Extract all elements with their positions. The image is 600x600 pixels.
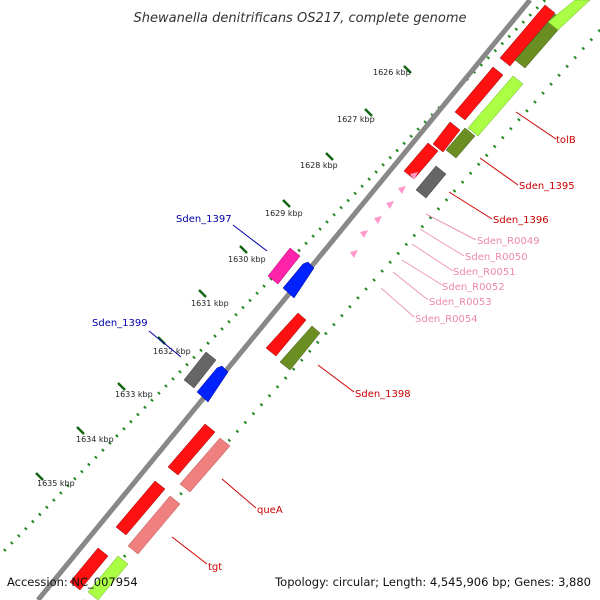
tick-labels: 1626 kbp 1627 kbp 1628 kbp 1629 kbp 1630…	[37, 68, 411, 488]
trna-sden-r0054	[410, 172, 418, 180]
feature-sden-1396	[415, 165, 447, 199]
major-tick-marks	[35, 65, 412, 481]
leader-sden-r0049	[425, 213, 477, 241]
leader-sden-1396	[448, 191, 493, 220]
tick-label-1630: 1630 kbp	[228, 255, 266, 264]
trna-sden-r0053	[350, 250, 358, 258]
tick-label-1631: 1631 kbp	[191, 299, 229, 308]
leader-sden-r0051	[411, 243, 454, 272]
feature-sden-1398-olive	[279, 325, 321, 371]
trna-sden-r0050	[386, 201, 394, 209]
forward-features	[69, 4, 556, 591]
feature-olive-1395	[445, 127, 476, 159]
feature-forward-top-3	[432, 121, 461, 153]
feature-forward-bottom	[69, 547, 109, 591]
tick-label-1632: 1632 kbp	[153, 347, 191, 356]
reverse-features	[87, 0, 591, 600]
feature-lime-tolb	[467, 75, 524, 137]
label-sden-r0050: Sden_R0050	[465, 252, 528, 263]
feature-sden-1397	[267, 247, 301, 285]
feature-lime-bottom	[87, 555, 129, 600]
label-sden-1395: Sden_1395	[519, 181, 575, 192]
tick-label-1634: 1634 kbp	[76, 435, 114, 444]
label-sden-r0054: Sden_R0054	[415, 314, 478, 325]
leader-tgt	[171, 536, 208, 565]
leader-sden-1399	[148, 330, 182, 358]
label-sden-1398: Sden_1398	[355, 389, 411, 400]
label-quea: queA	[257, 505, 283, 516]
feature-lime-top-1	[547, 0, 591, 31]
trna-sden-r0049	[398, 186, 406, 194]
feature-tgt-forward	[115, 480, 166, 536]
feature-forward-top-2	[454, 66, 504, 121]
leader-sden-1398	[317, 364, 355, 393]
label-sden-1396: Sden_1396	[493, 215, 549, 226]
trna-sden-r0052	[360, 230, 368, 238]
label-sden-r0051: Sden_R0051	[453, 267, 516, 278]
label-tolb: tolB	[556, 135, 576, 146]
feature-quea-light	[179, 437, 231, 493]
trna-sden-r0051	[374, 216, 382, 224]
tick-label-1635: 1635 kbp	[37, 479, 75, 488]
leader-sden-1397	[232, 224, 268, 252]
trna-features	[350, 172, 418, 258]
feature-blue-1	[282, 261, 315, 299]
leader-sden-r0054	[380, 287, 415, 318]
feature-labels: tolB Sden_1395 Sden_1396 Sden_R0049 Sden…	[92, 135, 576, 573]
label-sden-1399: Sden_1399	[92, 318, 148, 329]
feature-forward-top-4	[403, 142, 439, 180]
summary-text: Topology: circular; Length: 4,545,906 bp…	[274, 575, 591, 589]
label-sden-r0053: Sden_R0053	[429, 297, 492, 308]
inner-tick-ring	[83, 28, 600, 600]
tick-label-1633: 1633 kbp	[115, 390, 153, 399]
feature-blue-2	[196, 365, 229, 403]
tick-label-1629: 1629 kbp	[265, 209, 303, 218]
accession-text: Accession: NC_007954	[7, 575, 138, 589]
leader-sden-r0050	[419, 228, 465, 257]
leader-sden-r0052	[401, 259, 443, 286]
leader-sden-1395	[479, 157, 519, 186]
leader-sden-r0053	[392, 271, 429, 301]
leader-quea	[221, 478, 257, 509]
leader-tolb	[515, 111, 557, 140]
feature-quea-forward	[167, 423, 216, 476]
feature-forward-top-1	[499, 4, 556, 67]
feature-sden-1398-red	[265, 312, 307, 357]
leader-lines	[148, 111, 557, 565]
feature-tgt-light	[127, 495, 181, 555]
tick-label-1627: 1627 kbp	[337, 115, 375, 124]
map-title: Shewanella denitrificans OS217, complete…	[134, 11, 467, 26]
label-sden-1397: Sden_1397	[176, 214, 232, 225]
label-sden-r0049: Sden_R0049	[477, 236, 540, 247]
label-tgt: tgt	[208, 562, 222, 573]
tick-label-1628: 1628 kbp	[300, 161, 338, 170]
tick-label-1626: 1626 kbp	[373, 68, 411, 77]
genome-backbone	[36, 0, 532, 600]
label-sden-r0052: Sden_R0052	[442, 282, 505, 293]
feature-sden-1399	[183, 351, 217, 389]
